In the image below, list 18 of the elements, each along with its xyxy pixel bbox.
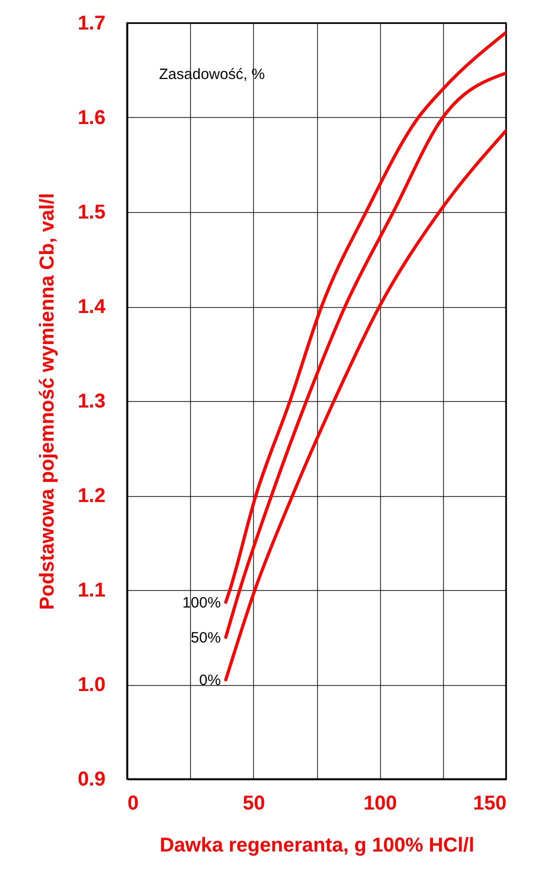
series-label: 0% [199,672,221,689]
y-tick-label: 0.9 [78,768,106,790]
y-tick-label: 1.7 [78,12,106,34]
y-tick-label: 1.5 [78,202,106,224]
y-tick-label: 1.3 [78,390,106,412]
x-tick-label: 50 [242,792,265,814]
x-tick-label: 100 [363,792,397,814]
y-axis-title: Podstawowa pojemność wymienna Cb, val/l [36,193,59,610]
y-tick-label: 1.4 [78,296,106,318]
x-axis-title: Dawka regeneranta, g 100% HCl/l [160,834,474,856]
line-series [224,129,506,682]
x-tick-label: 0 [128,792,139,814]
y-tick-label: 1.0 [78,674,106,696]
y-tick-label: 1.1 [78,580,106,602]
series-label: 50% [190,629,221,646]
y-tick-label: 1.6 [78,107,106,129]
x-tick-label: 150 [473,792,506,814]
y-tick-label: 1.2 [78,485,106,507]
